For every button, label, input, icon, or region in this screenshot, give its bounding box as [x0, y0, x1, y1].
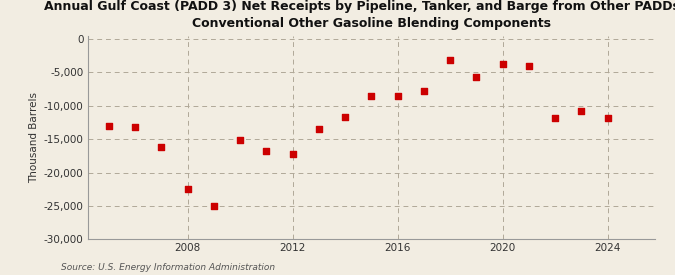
- Point: [313, 127, 324, 131]
- Point: [103, 124, 114, 128]
- Point: [235, 138, 246, 142]
- Title: Annual Gulf Coast (PADD 3) Net Receipts by Pipeline, Tanker, and Barge from Othe: Annual Gulf Coast (PADD 3) Net Receipts …: [44, 1, 675, 31]
- Point: [497, 62, 508, 67]
- Point: [418, 89, 429, 93]
- Point: [209, 204, 219, 208]
- Point: [182, 187, 193, 191]
- Point: [392, 94, 403, 98]
- Point: [261, 148, 271, 153]
- Point: [471, 75, 482, 79]
- Y-axis label: Thousand Barrels: Thousand Barrels: [30, 92, 40, 183]
- Point: [602, 116, 613, 121]
- Point: [576, 109, 587, 113]
- Point: [523, 64, 534, 69]
- Point: [366, 94, 377, 98]
- Text: Source: U.S. Energy Information Administration: Source: U.S. Energy Information Administ…: [61, 263, 275, 272]
- Point: [445, 58, 456, 63]
- Point: [549, 116, 560, 120]
- Point: [130, 125, 140, 129]
- Point: [340, 115, 350, 119]
- Point: [156, 145, 167, 149]
- Point: [287, 152, 298, 156]
